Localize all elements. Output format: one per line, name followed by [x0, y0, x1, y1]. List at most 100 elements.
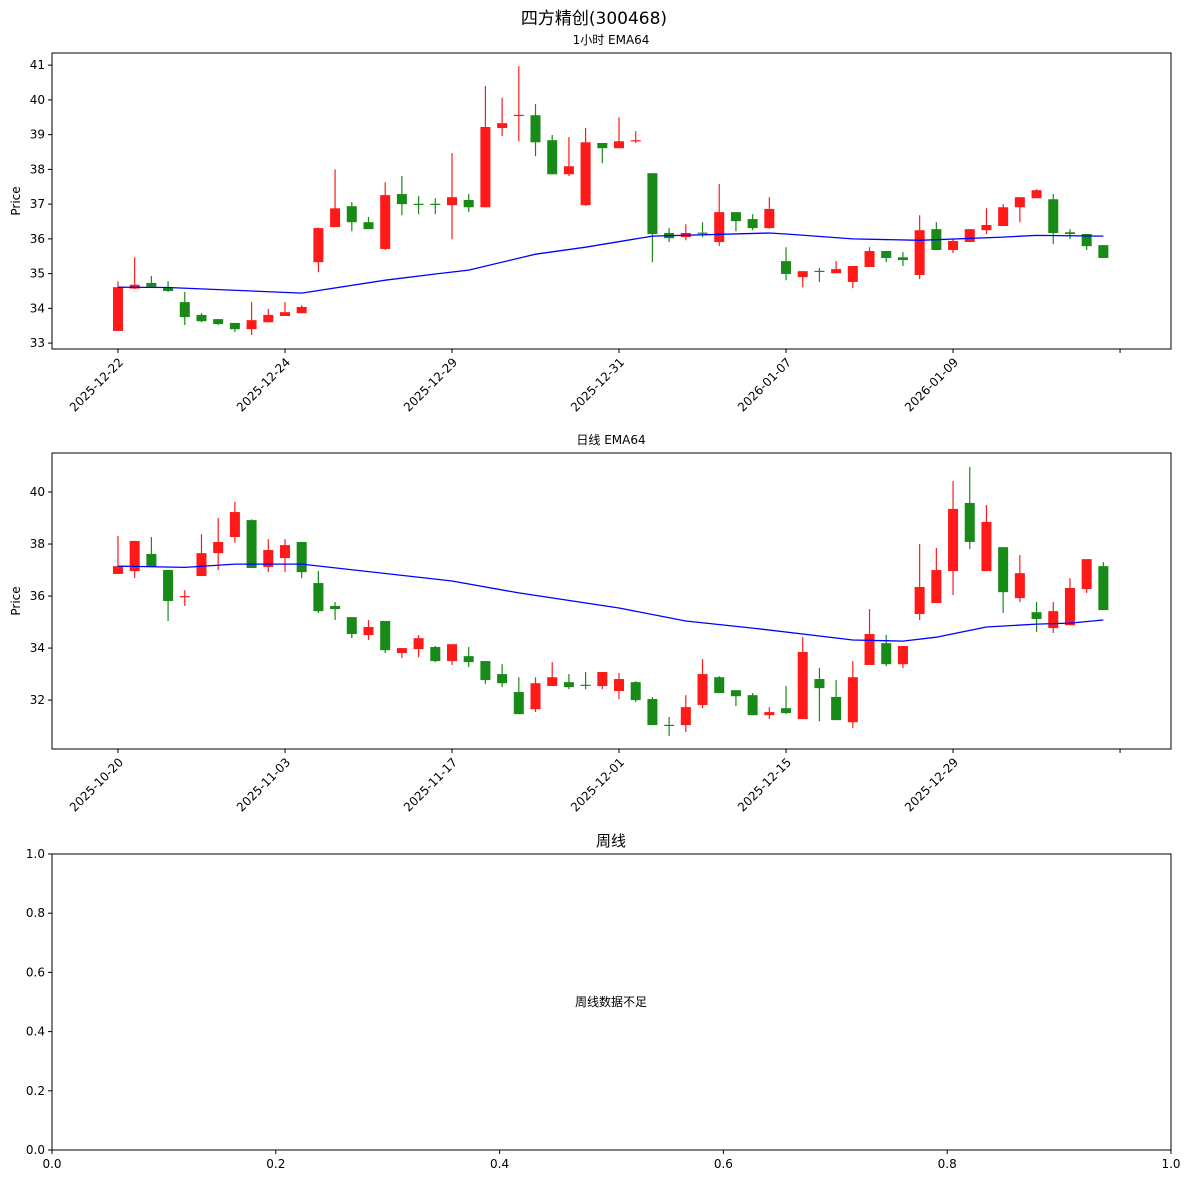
hourly-candle-body	[697, 232, 708, 234]
daily-candle-body	[196, 553, 207, 577]
daily-candle-body	[781, 708, 792, 714]
hourly-candle	[981, 208, 992, 235]
hourly-candle-body	[346, 206, 357, 223]
hourly-candle-body	[530, 115, 541, 143]
daily-candle	[330, 602, 341, 620]
daily-y-tick-label: 32	[30, 693, 45, 707]
hourly-candle	[781, 247, 792, 281]
hourly-y-tick-label: 33	[30, 336, 45, 350]
daily-candle	[647, 696, 658, 726]
hourly-candle	[764, 197, 775, 229]
daily-candle	[998, 547, 1009, 613]
hourly-candle-body	[563, 166, 574, 175]
hourly-candle	[513, 66, 524, 142]
hourly-candle	[914, 215, 925, 280]
hourly-candle	[497, 97, 508, 137]
daily-x-tick-label: 2025-12-15	[735, 755, 794, 814]
daily-candle-body	[330, 605, 341, 610]
daily-candle-body	[714, 677, 725, 694]
daily-candle-body	[797, 651, 808, 720]
hourly-x-tick-label: 2025-12-29	[401, 355, 460, 414]
hourly-candle-body	[1031, 190, 1042, 199]
daily-candle	[480, 661, 491, 684]
daily-candle	[680, 695, 691, 733]
daily-candle	[730, 690, 741, 707]
daily-candle	[563, 674, 574, 690]
daily-candle	[112, 535, 123, 574]
hourly-candle-body	[847, 265, 858, 282]
daily-candle-body	[747, 695, 758, 716]
daily-candle	[446, 644, 458, 665]
hourly-candle-body	[380, 195, 391, 249]
daily-candle-body	[814, 679, 825, 689]
daily-candle-body	[547, 677, 558, 687]
daily-candle	[931, 547, 942, 604]
daily-candle-body	[513, 692, 524, 715]
daily-candle-body	[664, 724, 675, 727]
daily-candle	[831, 680, 842, 721]
hourly-candle	[897, 252, 908, 266]
hourly-y-tick-label: 38	[30, 162, 45, 176]
daily-candle-body	[580, 684, 591, 686]
daily-candle-body	[213, 541, 224, 554]
hourly-candle-body	[897, 257, 908, 261]
daily-candle-body	[614, 679, 625, 691]
daily-candle	[229, 501, 240, 543]
hourly-candle	[563, 137, 574, 176]
hourly-candle	[1031, 189, 1042, 199]
daily-candle-body	[831, 696, 842, 721]
weekly-chart-panel: 周线 周线数据不足 0.0 0.2 0.4 0.6 0.8 1.0 0.0 0.2 0.4 0.6…	[26, 832, 1181, 1171]
daily-candle	[847, 661, 858, 729]
hourly-candle-body	[112, 287, 123, 331]
hourly-candle-body	[981, 224, 992, 231]
daily-candle	[430, 645, 441, 663]
hourly-y-tick-label: 37	[30, 197, 45, 211]
daily-candle	[981, 505, 992, 572]
hourly-candle	[998, 204, 1009, 227]
hourly-candle-body	[213, 319, 224, 324]
daily-chart-title: 日线 EMA64	[576, 433, 645, 447]
weekly-no-data-message: 周线数据不足	[575, 994, 647, 1009]
daily-candle-body	[296, 541, 307, 573]
daily-candle	[580, 672, 591, 690]
hourly-candle	[129, 257, 140, 290]
hourly-candle-body	[547, 140, 558, 175]
hourly-x-tick-label: 2025-12-24	[234, 355, 293, 414]
hourly-candle-body	[881, 251, 892, 258]
hourly-candle	[730, 212, 741, 232]
daily-candle	[129, 540, 140, 579]
weekly-x-tick-label: 0.4	[490, 1157, 509, 1171]
daily-candle	[313, 571, 324, 613]
daily-candle	[948, 481, 959, 596]
hourly-candle-body	[747, 219, 758, 229]
hourly-candle	[1081, 234, 1092, 250]
hourly-candle-body	[229, 322, 240, 330]
daily-candle-body	[697, 674, 708, 706]
daily-candle-body	[530, 683, 541, 710]
daily-candle-body	[1014, 573, 1025, 599]
hourly-candle-body	[647, 173, 658, 235]
daily-candle	[1048, 602, 1059, 633]
daily-candle-body	[163, 570, 174, 601]
hourly-candle	[847, 265, 858, 289]
daily-candle-body	[1031, 612, 1042, 619]
hourly-candle	[714, 183, 725, 247]
hourly-candle-body	[948, 240, 959, 250]
daily-candle-body	[129, 540, 140, 572]
hourly-candle-body	[497, 123, 508, 129]
hourly-x-tick-label: 2026-01-09	[902, 355, 961, 414]
daily-candle	[614, 673, 625, 700]
daily-x-tick-label: 2025-12-29	[902, 755, 961, 814]
daily-candle	[413, 635, 424, 658]
daily-candle-body	[563, 682, 574, 688]
daily-candle-body	[998, 547, 1009, 593]
weekly-chart-title: 周线	[596, 832, 626, 850]
hourly-candle	[797, 271, 808, 288]
daily-y-axis-label: Price	[9, 586, 23, 615]
hourly-candle	[346, 202, 357, 232]
hourly-candle-body	[1064, 232, 1075, 235]
hourly-candle-body	[146, 282, 157, 287]
daily-candle	[346, 617, 357, 639]
hourly-candle-body	[296, 306, 307, 314]
daily-y-tick-label: 38	[30, 537, 45, 551]
